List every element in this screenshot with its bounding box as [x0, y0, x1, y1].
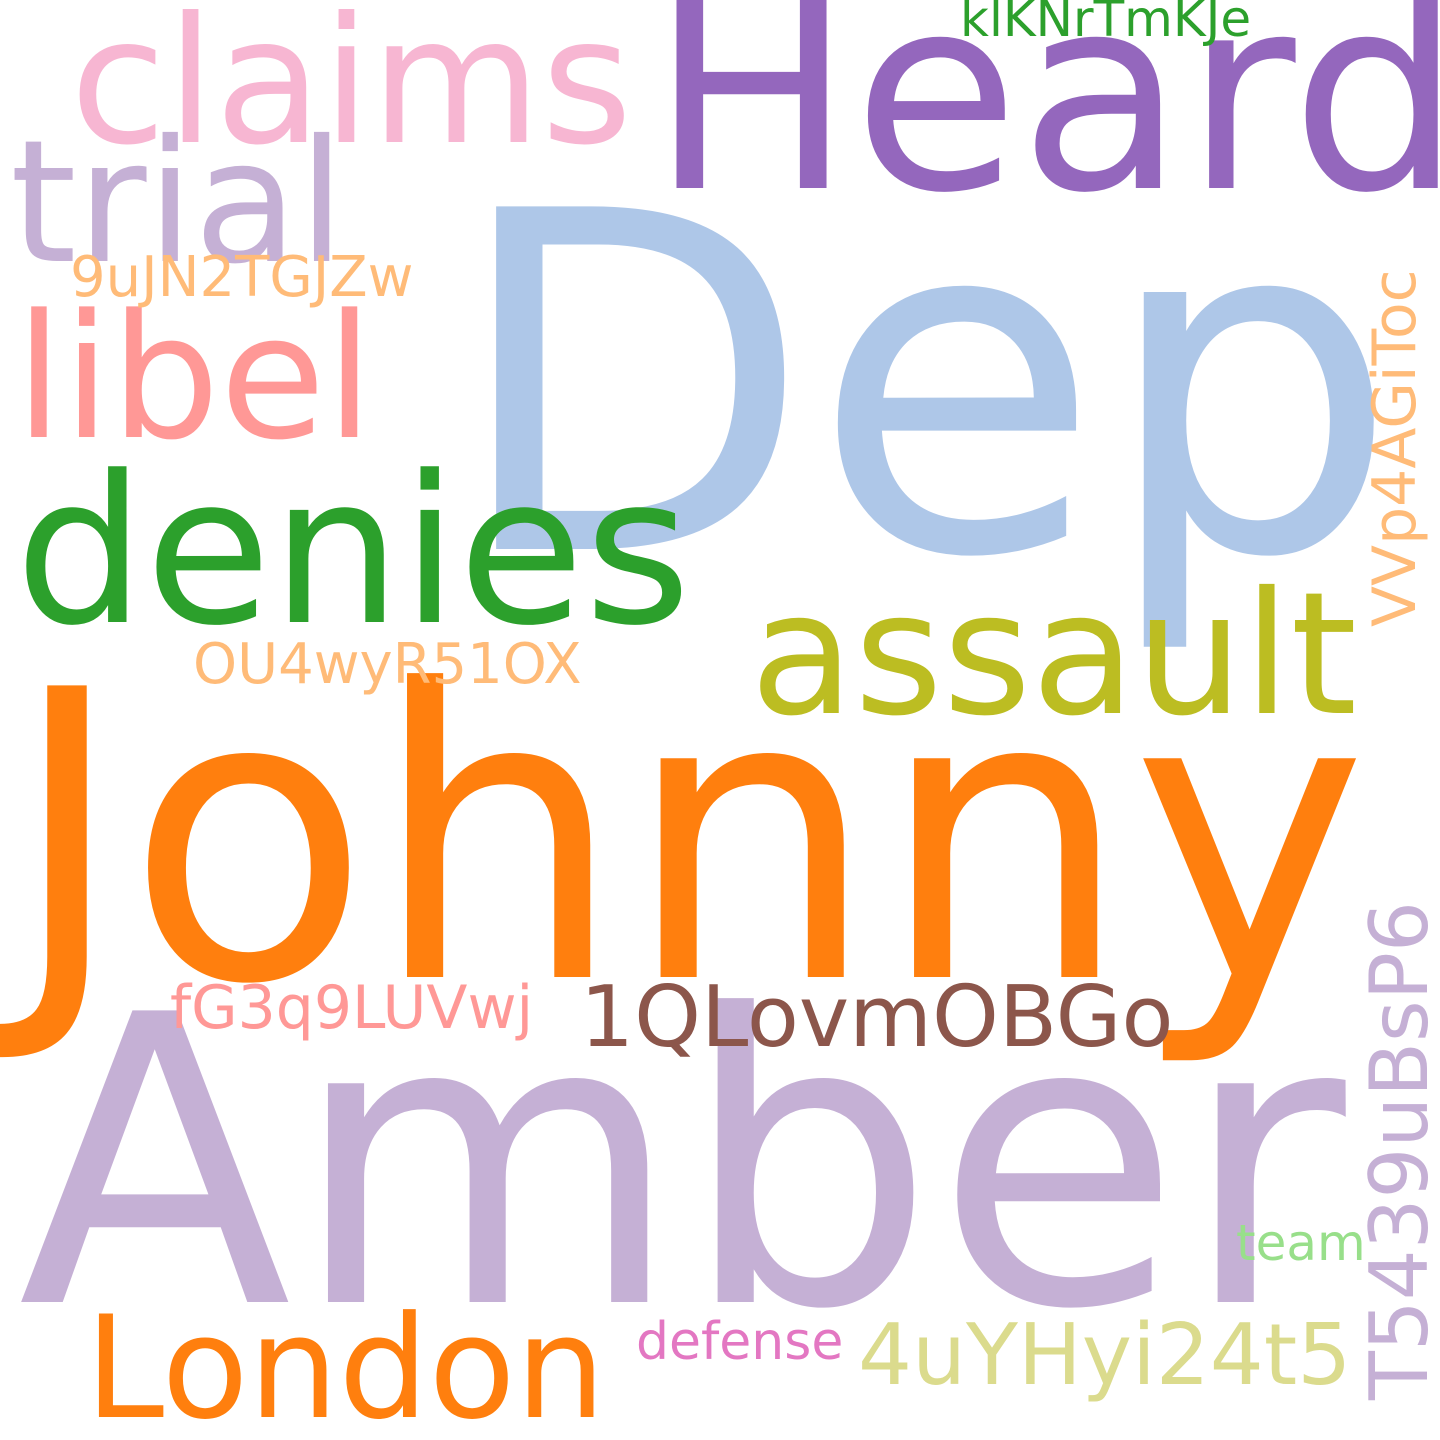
- word-amber: Amber: [18, 932, 1346, 1397]
- word-code-6: OU4wyR51OX: [193, 632, 582, 697]
- word-defense: defense: [636, 1312, 844, 1372]
- word-claims: claims: [70, 0, 633, 184]
- word-depp: Depp: [450, 113, 1440, 660]
- word-denies: denies: [15, 433, 692, 671]
- word-assault: assault: [750, 556, 1358, 754]
- word-libel: libel: [15, 277, 374, 478]
- word-code-3: T5439uBsP6: [1353, 901, 1440, 1400]
- word-johnny: Johnny: [8, 607, 1368, 1072]
- word-code-2: 4uYHyi24t5: [858, 1306, 1352, 1405]
- word-code-7: fG3q9LUVwj: [170, 973, 534, 1043]
- word-code-5: 9uJN2TGJZw: [70, 245, 414, 310]
- word-code-4: VVp4AGiToc: [1360, 269, 1430, 627]
- word-london: London: [85, 1286, 606, 1440]
- word-heard: Heard: [650, 0, 1440, 252]
- word-trial: trial: [10, 104, 346, 302]
- word-code-8: klKNrTmKJe: [960, 0, 1252, 48]
- word-team: team: [1236, 1214, 1366, 1272]
- word-code-1: 1QLovmOBGo: [580, 968, 1174, 1067]
